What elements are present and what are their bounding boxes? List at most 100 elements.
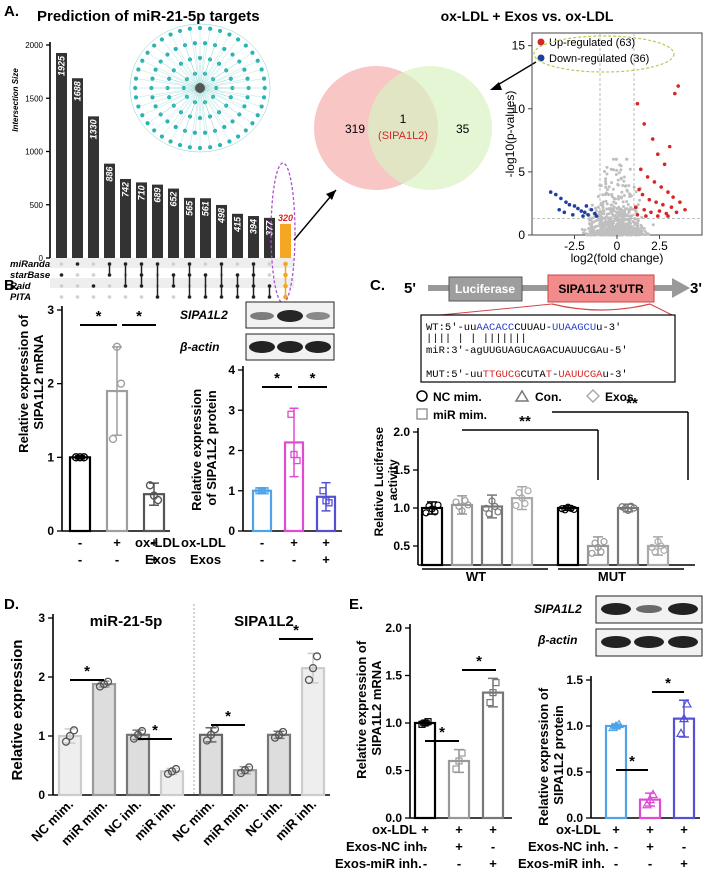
volcano-point-ns [583,228,587,232]
network-edge [199,87,206,133]
y-tick-label: 1.5 [566,673,583,687]
volcano-point-ns [604,199,608,203]
upset-bar [168,188,179,258]
upset-bar-label: 377 [265,220,275,236]
d-point [137,726,147,736]
b-protein-point [261,487,269,495]
significance-star: * [310,370,316,387]
volcano-point-ns [626,230,630,234]
b-sign-oxldl-2: + [290,535,298,550]
volcano-point-ns [581,231,585,235]
network-node [261,95,267,100]
volcano-point-down [562,210,567,215]
volcano-point-ns [631,220,635,224]
e-row-label-nc-2: Exos-NC inh. [528,839,609,854]
volcano-point-ns [623,184,627,188]
network-edge [199,69,245,89]
e-sign-mir: - [457,856,461,871]
network-edge [138,69,201,89]
volcano-point-ns [605,202,609,206]
d-bar [300,667,326,797]
volcano-point-ns [625,188,629,192]
volcano-point-ns [617,171,621,175]
e-sign-oxldl-2: + [646,822,654,837]
network-center-node [195,83,205,93]
c-point [512,501,520,510]
volcano-point-ns [612,214,616,218]
volcano-point-ns [625,199,629,203]
matrix-dot [75,295,80,299]
d-point [163,769,173,778]
d-point [65,731,75,741]
d-title-sipa: SIPA1L2 [234,613,294,630]
volcano-point-ns [619,177,623,181]
volcano-point-ns [614,172,618,176]
volcano-point-ns [639,229,643,233]
volcano-point-up [645,175,650,179]
volcano-point-ns [601,233,605,237]
c-point [431,508,439,516]
volcano-y-tick-label: 5 [518,165,525,179]
significance-star: * [439,724,445,741]
set-name-starbase: starBase [10,270,51,281]
d-title-mir: miR-21-5p [90,613,163,630]
network-node [133,85,138,91]
volcano-point-ns [635,222,639,226]
matrix-dot [91,295,96,299]
upset-bar-label: 394 [249,219,259,234]
volcano-point-ns [601,193,605,197]
matrix-dot [91,262,96,266]
network-edge [179,87,201,146]
volcano-point-ns [607,227,611,231]
upset-bar-label: 415 [233,216,243,233]
network-edge [155,87,201,107]
venn-right-count: 35 [456,122,470,136]
volcano-point-ns [625,227,629,231]
network-node [261,76,267,81]
e-mrna-bar [413,721,437,820]
network-edge [199,39,239,89]
volcano-point-ns [603,232,607,236]
e-mrna-point [452,765,460,773]
network-edge [167,87,201,122]
network-node [230,52,235,57]
network-node [168,32,173,37]
volcano-point-up [654,200,658,204]
arrow-upset-to-venn [293,189,337,241]
y-tick-label: 1.5 [385,669,402,683]
volcano-point-ns [600,227,604,231]
c-point [630,504,638,512]
volcano-point-ns [632,185,636,189]
interaction-network-graphic [129,23,271,153]
network-edge [147,52,201,89]
volcano-point-down [586,213,590,217]
volcano-point-ns [612,209,616,213]
venn-overlap-gene: (SIPA1L2) [378,130,428,142]
volcano-point-ns [622,179,626,183]
volcano-point-ns [620,190,624,194]
volcano-point-ns [605,207,609,211]
svg-text:Relative expression of SIP: Relative expression of SIPA1L2 protein [536,684,566,826]
volcano-point-ns [622,175,626,179]
volcano-point-up [635,101,640,106]
e-protein-point [641,799,653,809]
venn-right-circle [368,66,492,190]
e-sign-nc-2: - [682,839,686,854]
network-edge [199,30,221,89]
y-tick-label: 1.0 [393,501,410,515]
y-tick-label: 1 [38,729,45,743]
y-tick-label: 3 [228,403,235,417]
network-node [177,142,183,148]
volcano-point-ns [622,193,626,197]
volcano-point-ns [610,232,614,236]
svg-text:Relative expression of SIP: Relative expression of SIPA1L2 mRNA [354,637,384,779]
d-point [210,725,220,734]
volcano-point-ns [604,215,608,219]
volcano-point-ns [611,157,615,161]
volcano-point-ns [596,194,600,198]
volcano-y-tick-label: 10 [512,102,526,116]
network-edge [194,87,201,133]
b-mrna-point [71,453,81,462]
volcano-point-ns [638,198,642,202]
network-edge [199,87,253,124]
